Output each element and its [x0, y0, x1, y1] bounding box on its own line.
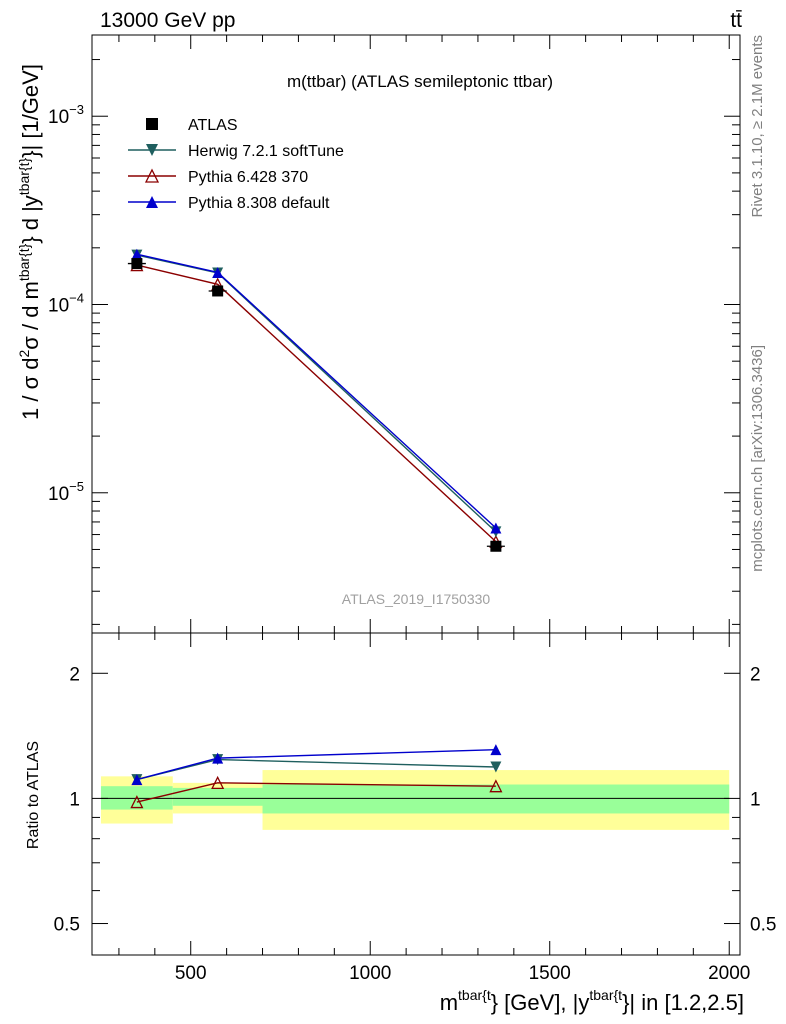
data-point-pythia-8-308-default — [212, 266, 224, 278]
series-line-pythia-8-308-default — [136, 253, 497, 529]
legend-marker-pythia-6-428-370 — [144, 168, 160, 183]
ratio-point-pythia-8-308-default — [490, 744, 502, 756]
ratio-line-pythia-6-428-370 — [136, 782, 496, 803]
x-axis-label: mtbar{t} [GeV], |ytbar{t}| in [1.2,2.5] — [440, 987, 744, 1015]
series-line-herwig-7-2-1-softtune — [136, 254, 497, 533]
x-tick-label: 1000 — [349, 963, 391, 984]
mcplots-label: mcplots.cern.ch [arXiv:1306.3436] — [749, 345, 766, 572]
legend-marker-pythia-8-308-default — [146, 196, 158, 208]
ratio-point-pythia-6-428-370 — [489, 779, 503, 793]
ratio-point-pythia-6-428-370 — [130, 795, 144, 809]
ratio-point-herwig-7-2-1-softtune — [490, 761, 502, 773]
data-point-atlas — [490, 540, 502, 552]
x-tick-label: 500 — [175, 963, 207, 984]
legend: ATLAS Herwig 7.2.1 softTune Pythia 6.428 3… — [128, 117, 344, 212]
ratio-y-tick-label-left: 2 — [69, 664, 80, 685]
main-y-tick-label: 10−4 — [48, 290, 84, 316]
data-point-pythia-8-308-default — [490, 522, 502, 534]
x-tick-label: 1500 — [529, 963, 571, 984]
main-y-tick-label: 10−3 — [48, 102, 84, 128]
legend-marker-herwig-7-2-1-softtune — [146, 144, 158, 156]
legend-label-herwig-7-2-1-softtune: Herwig 7.2.1 softTune — [188, 143, 344, 160]
ratio-stat-uncertainty-band — [172, 787, 263, 806]
analysis-watermark: ATLAS_2019_I1750330 — [342, 591, 491, 607]
legend-label-atlas: ATLAS — [188, 117, 238, 134]
main-y-tick-label: 10−5 — [48, 479, 84, 505]
ratio-y-tick-label-right: 1 — [750, 789, 761, 810]
ratio-point-pythia-6-428-370 — [211, 775, 225, 789]
ratio-y-tick-label-left: 0.5 — [54, 915, 80, 936]
ratio-point-pythia-8-308-default — [131, 774, 143, 786]
x-tick-label: 2000 — [708, 963, 750, 984]
legend-label-pythia-6-428-370: Pythia 6.428 370 — [188, 169, 308, 186]
data-point-atlas — [131, 258, 143, 270]
ratio-y-tick-label-right: 2 — [750, 664, 761, 685]
main-panel: m(ttbar) (ATLAS semileptonic ttbar) ATLA… — [16, 34, 741, 634]
chart-title: m(ttbar) (ATLAS semileptonic ttbar) — [287, 72, 553, 91]
ratio-stat-uncertainty-band — [262, 784, 730, 814]
main-y-axis-label: 1 / σ d2σ / d mtbar{t}} d |ytbar{t}}| [1… — [16, 64, 43, 420]
ratio-y-tick-label-left: 1 — [69, 789, 80, 810]
legend-marker-atlas — [146, 118, 158, 130]
ratio-plot-frame — [91, 632, 741, 956]
ratio-y-axis-label: Ratio to ATLAS — [25, 741, 42, 849]
data-point-atlas — [212, 285, 224, 297]
legend-label-pythia-8-308-default: Pythia 8.308 default — [188, 195, 330, 212]
series-line-pythia-6-428-370 — [136, 264, 497, 543]
rivet-label: Rivet 3.1.10, ≥ 2.1M events — [749, 35, 766, 218]
process-label: tt̄ — [730, 9, 742, 32]
ratio-panel: 0.5 0.5 1 1 2 2 500 1000 1500 2000 Ratio to ATLAS… — [25, 632, 776, 1015]
ratio-y-tick-label-right: 0.5 — [750, 915, 776, 936]
data-point-pythia-8-308-default — [131, 248, 143, 260]
energy-label: 13000 GeV pp — [100, 9, 235, 32]
ratio-point-pythia-8-308-default — [212, 752, 224, 764]
